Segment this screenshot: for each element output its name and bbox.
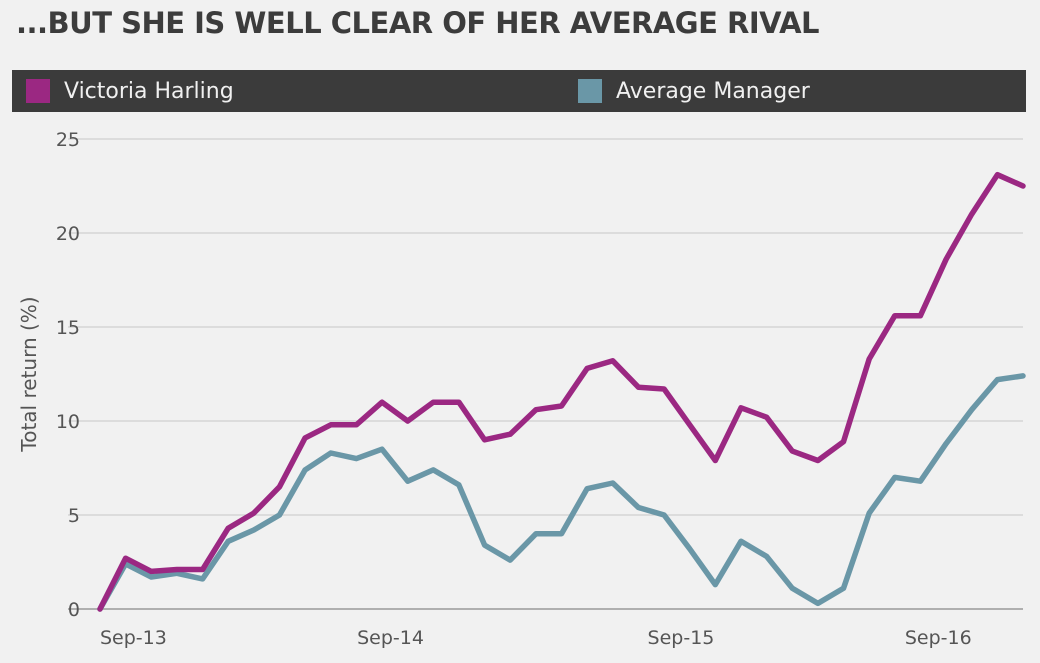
legend-swatch-average-manager xyxy=(578,79,602,103)
series-lines xyxy=(97,171,1026,612)
y-tick-label: 25 xyxy=(56,129,80,151)
legend-item-average-manager: Average Manager xyxy=(578,70,810,112)
y-axis-ticks: 0 5 10 15 20 25 xyxy=(56,129,80,621)
legend-label: Victoria Harling xyxy=(64,78,234,104)
y-axis-label: Total return (%) xyxy=(17,296,41,452)
y-tick-label: 15 xyxy=(56,317,80,339)
chart-title: ...BUT SHE IS WELL CLEAR OF HER AVERAGE … xyxy=(16,6,820,40)
x-tick-label: Sep-15 xyxy=(648,627,715,649)
x-tick-label: Sep-14 xyxy=(357,627,424,649)
legend-label: Average Manager xyxy=(616,78,810,104)
legend: Victoria Harling Average Manager xyxy=(12,70,1026,112)
x-tick-label: Sep-13 xyxy=(100,627,167,649)
gridlines xyxy=(68,138,1023,610)
y-tick-label: 10 xyxy=(56,411,80,433)
x-tick-label: Sep-16 xyxy=(905,627,972,649)
y-tick-label: 5 xyxy=(68,505,80,527)
legend-item-victoria-harling: Victoria Harling xyxy=(26,70,234,112)
legend-swatch-victoria-harling xyxy=(26,79,50,103)
x-axis-ticks: Sep-13 Sep-14 Sep-15 Sep-16 xyxy=(100,627,972,649)
y-tick-label: 20 xyxy=(56,223,80,245)
series-line-victoria-harling xyxy=(97,171,1026,612)
y-tick-label: 0 xyxy=(68,599,80,621)
series-line-average-manager xyxy=(97,373,1026,612)
